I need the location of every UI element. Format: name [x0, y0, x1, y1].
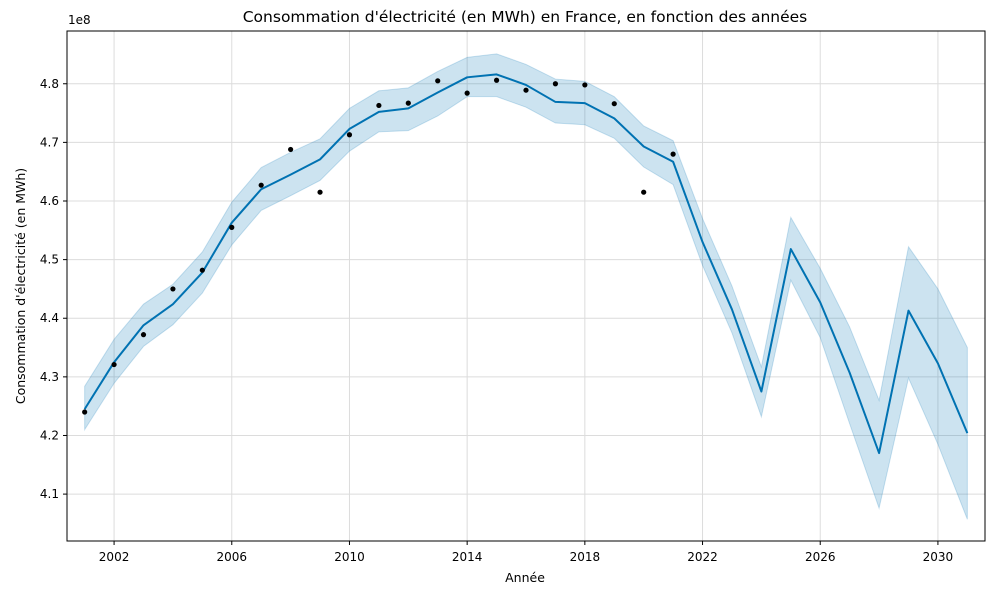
y-axis-ticks: 4.1 4.2 4.3 4.4 4.5 4.6 4.7 4.8 — [40, 77, 67, 501]
observed-point — [611, 101, 617, 107]
observed-point — [376, 102, 382, 109]
chart-title: Consommation d'électricité (en MWh) en F… — [243, 8, 808, 26]
observed-point — [405, 100, 411, 106]
x-tick-label: 2018 — [570, 550, 601, 564]
x-tick-label: 2006 — [216, 550, 247, 564]
observed-point — [82, 409, 88, 415]
observed-point — [140, 332, 147, 338]
observed-point — [288, 146, 294, 153]
x-tick-label: 2014 — [452, 550, 483, 564]
forecast-line — [83, 73, 969, 455]
observed-point — [346, 132, 353, 138]
observed-point — [258, 182, 264, 188]
y-tick-label: 4.1 — [40, 487, 59, 501]
y-axis-label: Consommation d'électricité (en MWh) — [13, 168, 28, 404]
y-tick-label: 4.5 — [40, 253, 59, 267]
observed-point — [199, 267, 205, 273]
y-tick-label: 4.2 — [40, 428, 59, 442]
forecast-line-layer — [83, 73, 969, 455]
observed-points-layer — [82, 77, 676, 415]
y-tick-label: 4.8 — [40, 77, 59, 91]
grid-lines — [67, 31, 985, 541]
observed-point — [464, 90, 470, 96]
uncertainty-band — [84, 53, 968, 520]
observed-point — [493, 77, 500, 83]
observed-point — [552, 81, 559, 87]
observed-point — [170, 286, 176, 292]
observed-point — [317, 189, 323, 195]
y-offset-label: 1e8 — [68, 13, 91, 27]
observed-point — [229, 224, 235, 230]
y-tick-label: 4.4 — [40, 311, 59, 325]
x-tick-label: 2022 — [687, 550, 718, 564]
observed-point — [523, 87, 529, 93]
interval-band-layer — [84, 53, 968, 520]
x-axis-ticks: 2002 2006 2010 2014 2018 2022 2026 2030 — [99, 541, 953, 564]
observed-point — [435, 78, 441, 84]
observed-point — [670, 151, 676, 157]
plot-frame — [66, 30, 986, 542]
x-tick-label: 2026 — [805, 550, 836, 564]
y-tick-label: 4.7 — [40, 135, 59, 149]
observed-point — [582, 82, 588, 88]
observed-point — [641, 189, 647, 195]
x-axis-label: Année — [505, 570, 545, 585]
x-tick-label: 2030 — [923, 550, 954, 564]
x-tick-label: 2002 — [99, 550, 130, 564]
x-tick-label: 2010 — [334, 550, 365, 564]
y-tick-label: 4.6 — [40, 194, 59, 208]
observed-point — [111, 361, 117, 368]
y-tick-label: 4.3 — [40, 370, 59, 384]
